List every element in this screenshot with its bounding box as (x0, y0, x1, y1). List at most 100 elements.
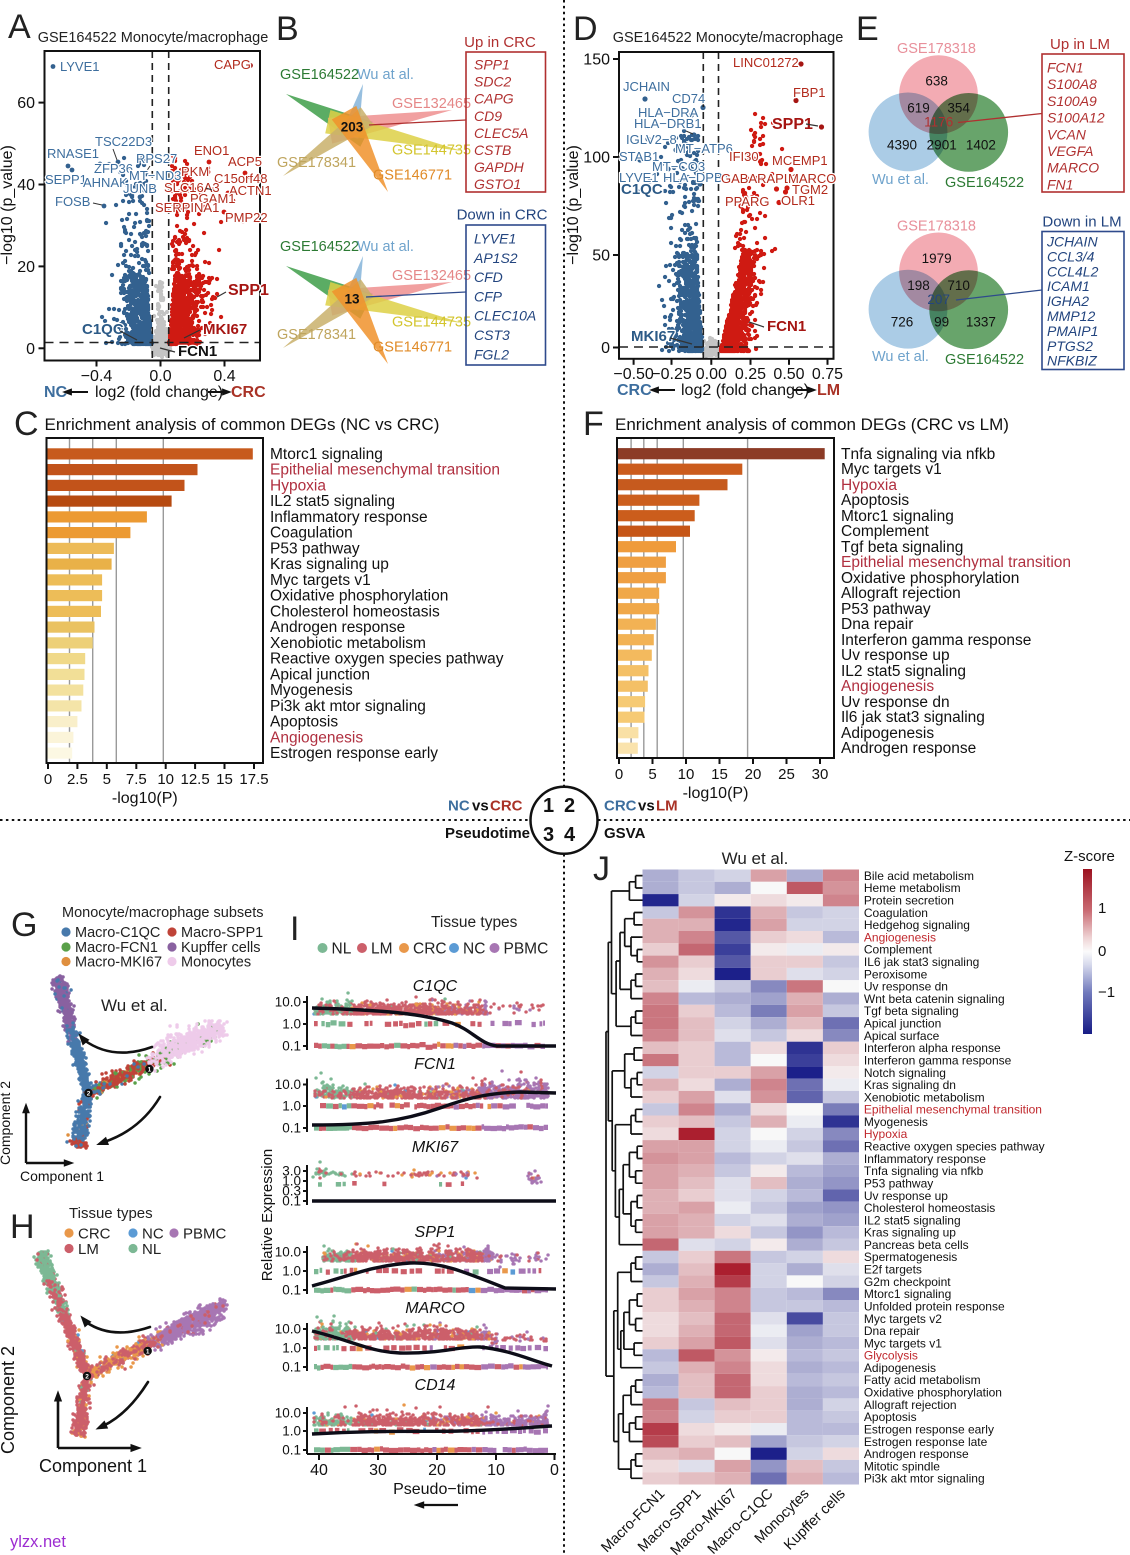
svg-text:CAPG: CAPG (474, 91, 514, 107)
svg-text:NL: NL (332, 941, 352, 958)
svg-text:Down in LM: Down in LM (1042, 214, 1121, 231)
svg-text:Down in CRC: Down in CRC (457, 207, 548, 224)
svg-text:MARCO: MARCO (405, 1300, 465, 1317)
svg-text:FBP1: FBP1 (793, 85, 826, 100)
svg-text:Xenobiotic metabolism: Xenobiotic metabolism (864, 1090, 985, 1104)
svg-text:P53 pathway: P53 pathway (270, 540, 360, 557)
svg-text:GSE146771: GSE146771 (373, 340, 452, 356)
svg-text:Glycolysis: Glycolysis (864, 1349, 918, 1363)
svg-text:IL2 stat5 signaling: IL2 stat5 signaling (841, 663, 966, 680)
svg-text:P53 pathway: P53 pathway (841, 601, 931, 618)
svg-text:AHNAK: AHNAK (83, 175, 128, 190)
svg-text:15: 15 (711, 766, 728, 783)
svg-text:1: 1 (148, 1067, 152, 1074)
svg-text:0: 0 (601, 340, 610, 357)
svg-text:B: B (276, 10, 299, 48)
svg-text:710: 710 (947, 278, 970, 293)
svg-text:0.1: 0.1 (282, 1283, 301, 1298)
svg-text:Tissue types: Tissue types (69, 1205, 153, 1222)
svg-text:207: 207 (927, 292, 950, 307)
svg-text:ZFP36: ZFP36 (94, 161, 133, 176)
svg-text:FN1: FN1 (1047, 176, 1073, 192)
svg-text:LYVE1: LYVE1 (474, 231, 516, 247)
svg-text:Estrogen response early: Estrogen response early (864, 1423, 994, 1437)
svg-text:PPARG: PPARG (725, 194, 770, 209)
svg-text:1.0: 1.0 (282, 1424, 301, 1439)
svg-text:40: 40 (310, 1462, 328, 1479)
svg-text:GSE144735: GSE144735 (392, 315, 471, 331)
svg-text:MMP12: MMP12 (1047, 308, 1095, 324)
svg-text:2.5: 2.5 (67, 771, 88, 788)
svg-text:10: 10 (678, 766, 695, 783)
svg-text:Macro-SPP1: Macro-SPP1 (181, 925, 263, 941)
svg-text:PMAIP1: PMAIP1 (1047, 323, 1098, 339)
svg-text:Apical junction: Apical junction (864, 1017, 941, 1031)
svg-text:CCL3/4: CCL3/4 (1047, 248, 1095, 264)
svg-text:Up in LM: Up in LM (1050, 36, 1110, 53)
svg-text:CFP: CFP (474, 288, 503, 304)
svg-text:CD14: CD14 (415, 1377, 456, 1394)
svg-text:Peroxisome: Peroxisome (864, 967, 928, 981)
svg-text:Tnfa signaling via nfkb: Tnfa signaling via nfkb (841, 446, 995, 463)
svg-text:Component 2: Component 2 (0, 1081, 13, 1165)
svg-text:Heme metabolism: Heme metabolism (864, 881, 961, 895)
svg-text:1.0: 1.0 (282, 1341, 301, 1356)
svg-text:SPP1: SPP1 (415, 1224, 456, 1241)
svg-text:SEPP1: SEPP1 (45, 172, 87, 187)
svg-text:PKM: PKM (181, 164, 209, 179)
svg-text:LM: LM (371, 941, 393, 958)
svg-text:Apoptosis: Apoptosis (864, 1410, 917, 1424)
svg-text:Tissue types: Tissue types (431, 914, 518, 931)
svg-text:Androgen response: Androgen response (841, 740, 976, 757)
svg-text:CRC: CRC (617, 382, 652, 399)
svg-text:CD9: CD9 (474, 108, 502, 124)
svg-text:LYVE1: LYVE1 (619, 170, 659, 185)
svg-text:Cholesterol homeostasis: Cholesterol homeostasis (270, 603, 440, 620)
svg-text:2901: 2901 (927, 137, 957, 152)
svg-text:Uv response dn: Uv response dn (864, 980, 948, 994)
svg-text:GAPDH: GAPDH (474, 159, 525, 175)
svg-text:VEGFA: VEGFA (1047, 143, 1093, 159)
svg-text:NFKBIZ: NFKBIZ (1047, 353, 1097, 369)
svg-text:50: 50 (592, 248, 610, 265)
svg-text:Hypoxia: Hypoxia (270, 477, 326, 494)
svg-text:Angiogenesis: Angiogenesis (841, 678, 934, 695)
svg-text:17.5: 17.5 (239, 771, 268, 788)
svg-text:0.75: 0.75 (812, 366, 843, 383)
svg-text:Angiogenesis: Angiogenesis (270, 729, 363, 746)
svg-text:1: 1 (1098, 900, 1106, 917)
svg-text:MCEMP1: MCEMP1 (772, 153, 828, 168)
svg-text:IGHA2: IGHA2 (1047, 293, 1089, 309)
svg-text:SPP1: SPP1 (228, 282, 269, 299)
svg-text:0.1: 0.1 (282, 1443, 301, 1458)
svg-text:−0.50: −0.50 (613, 366, 654, 383)
svg-text:Enrichment analysis of common: Enrichment analysis of common DEGs (NC v… (45, 415, 440, 434)
svg-text:NC: NC (463, 941, 485, 958)
svg-text:Hypoxia: Hypoxia (864, 1127, 908, 1141)
svg-text:LINC01272: LINC01272 (733, 55, 799, 70)
svg-text:Complement: Complement (841, 523, 930, 540)
svg-text:TGM2: TGM2 (792, 182, 828, 197)
svg-text:40: 40 (17, 177, 35, 194)
svg-text:MKI67: MKI67 (631, 328, 675, 345)
svg-text:20: 20 (745, 766, 762, 783)
svg-text:MKI67: MKI67 (203, 321, 247, 338)
svg-text:0.1: 0.1 (282, 1194, 301, 1209)
svg-text:Macro-C1QC: Macro-C1QC (75, 925, 160, 941)
svg-text:Androgen response: Androgen response (864, 1447, 969, 1461)
svg-text:SPP1: SPP1 (474, 57, 510, 73)
svg-text:ACP5: ACP5 (228, 154, 262, 169)
svg-text:Macro-FCN1: Macro-FCN1 (75, 940, 158, 956)
svg-text:MKI67: MKI67 (412, 1139, 459, 1156)
svg-text:0.25: 0.25 (735, 366, 766, 383)
svg-text:0.0: 0.0 (149, 368, 171, 385)
svg-text:Protein secretion: Protein secretion (864, 894, 954, 908)
svg-text:99: 99 (934, 315, 949, 330)
svg-text:C1QC: C1QC (621, 181, 663, 198)
svg-text:−0.4: −0.4 (81, 368, 113, 385)
svg-text:1979: 1979 (922, 251, 952, 266)
svg-text:S100A12: S100A12 (1047, 110, 1105, 126)
svg-text:Component 1: Component 1 (39, 1456, 147, 1476)
svg-text:IGLV2−8: IGLV2−8 (626, 132, 677, 147)
svg-text:HLA−DPB1: HLA−DPB1 (663, 170, 730, 185)
